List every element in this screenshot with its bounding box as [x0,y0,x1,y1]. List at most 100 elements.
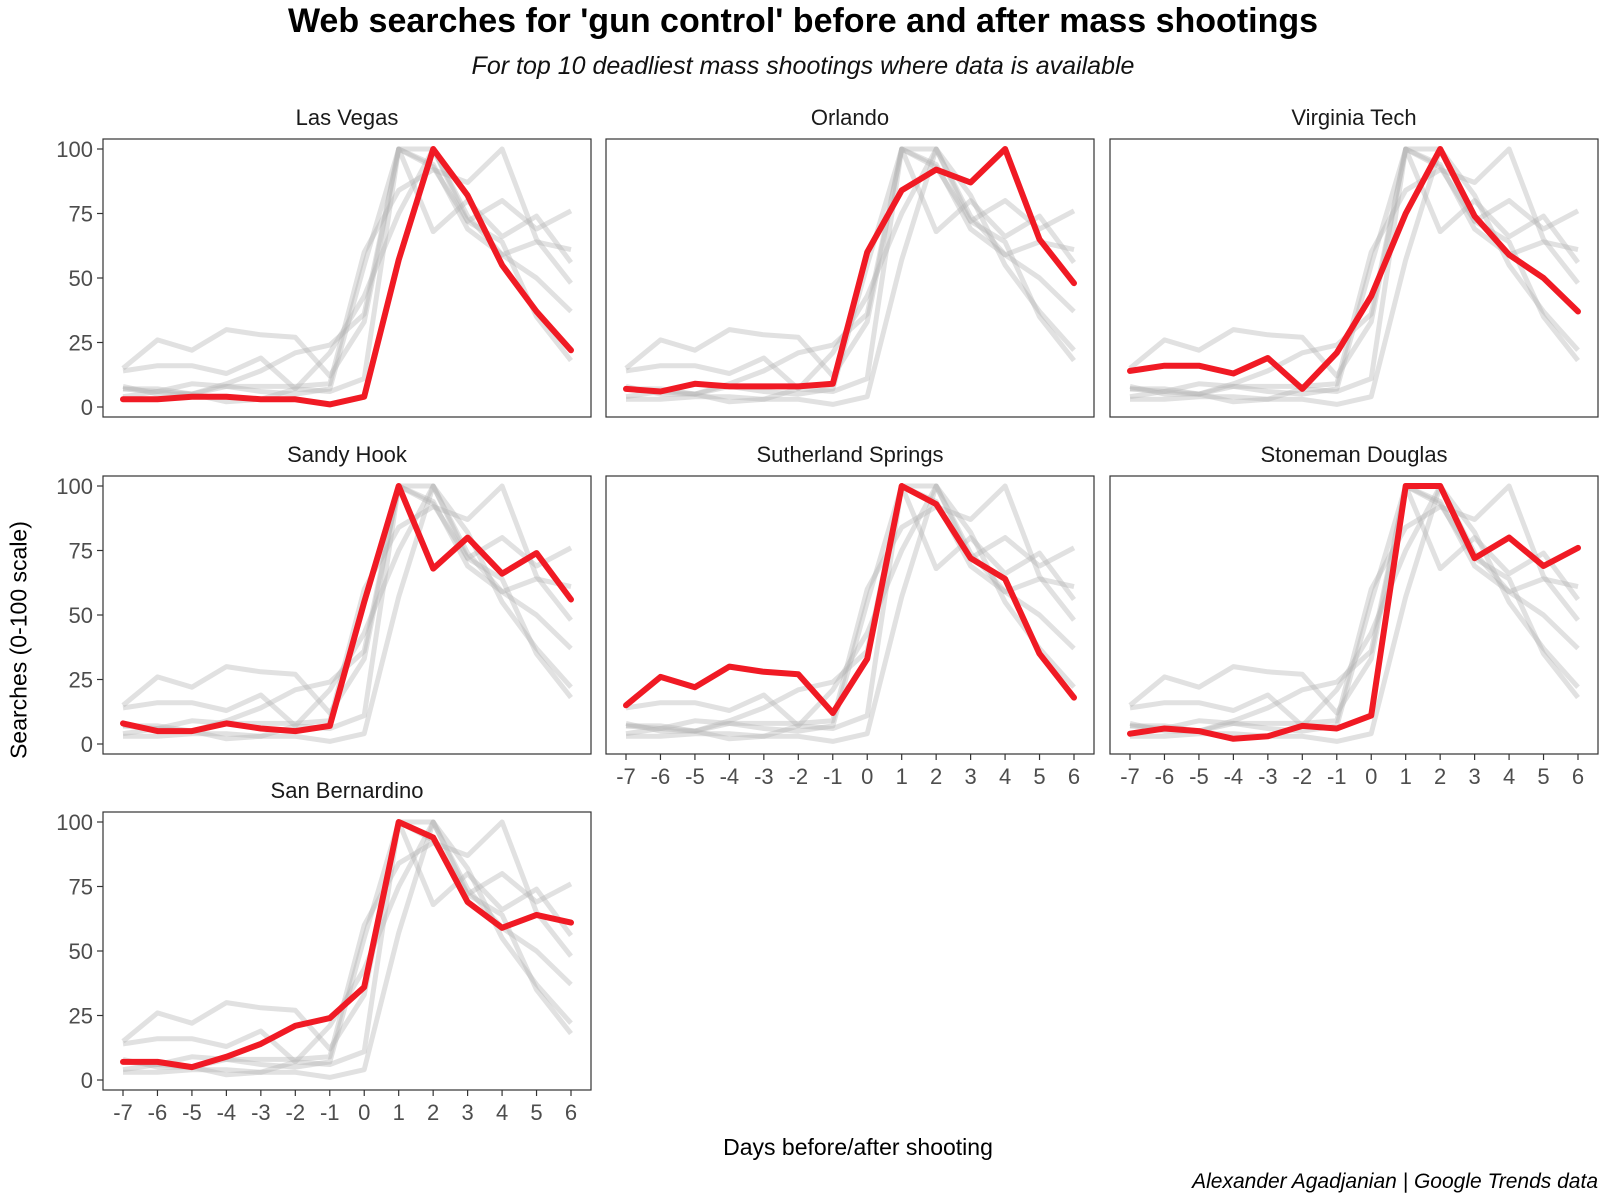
background-line-stoneman-douglas-in-orlando [625,146,1076,405]
chart-title: Web searches for 'gun control' before an… [287,2,1319,40]
x-tick-label-3-san-bernardino: 3 [461,1100,473,1125]
background-line-sutherland-springs-in-las-vegas [121,146,573,379]
background-line-las-vegas-in-sutherland-springs [626,483,1076,744]
series-line-sandy-hook [120,483,574,735]
background-line-orlando-in-sutherland-springs [625,483,1076,731]
facet-title-sutherland-springs: Sutherland Springs [756,442,943,467]
y-tick-label-0-san-bernardino: 0 [81,1068,93,1093]
x-tick-label-2-sutherland-springs: 2 [930,764,942,789]
x-tick-label--7-sutherland-springs: -7 [616,764,636,789]
background-line-san-bernardino-in-sutherland-springs [626,483,1075,734]
x-tick-label--2-sutherland-springs: -2 [789,764,809,789]
background-line-stoneman-douglas-in-sutherland-springs [625,483,1076,742]
x-tick-label--3-sutherland-springs: -3 [754,764,774,789]
background-line-virginia-tech-in-stoneman-douglas [1129,483,1580,729]
facet-title-san-bernardino: San Bernardino [271,778,424,803]
x-tick-label--7-stoneman-douglas: -7 [1120,764,1140,789]
chart-subtitle: For top 10 deadliest mass shootings wher… [471,52,1135,80]
x-tick-label-6-sutherland-springs: 6 [1068,764,1080,789]
y-tick-label-75-sandy-hook: 75 [69,539,93,564]
background-line-las-vegas-in-orlando [626,146,1076,407]
x-tick-label-6-stoneman-douglas: 6 [1572,764,1584,789]
y-tick-label-0-las-vegas: 0 [81,395,93,420]
x-tick-label--2-stoneman-douglas: -2 [1293,764,1313,789]
y-tick-label-50-sandy-hook: 50 [69,603,93,628]
series-line-stoneman-douglas [1127,483,1581,742]
y-tick-label-75-las-vegas: 75 [69,202,93,227]
x-tick-label-4-sutherland-springs: 4 [999,764,1011,789]
background-line-sutherland-springs-in-sandy-hook [121,483,573,716]
facet-title-stoneman-douglas: Stoneman Douglas [1260,442,1447,467]
x-tick-label--3-san-bernardino: -3 [251,1100,271,1125]
x-tick-label--1-stoneman-douglas: -1 [1327,764,1347,789]
facet-title-las-vegas: Las Vegas [296,105,399,130]
x-tick-label-2-stoneman-douglas: 2 [1434,764,1446,789]
panel-border-san-bernardino [102,811,592,1091]
background-line-stoneman-douglas-in-virginia-tech [1129,146,1580,405]
y-tick-label-25-las-vegas: 25 [69,331,93,356]
panel-border-sandy-hook [102,475,592,755]
background-line-sutherland-springs-in-orlando [624,146,1076,379]
x-tick-label-5-san-bernardino: 5 [530,1100,542,1125]
x-tick-label--6-san-bernardino: -6 [148,1100,168,1125]
background-line-sutherland-springs-in-stoneman-douglas [1128,483,1580,716]
x-tick-label--3-stoneman-douglas: -3 [1258,764,1278,789]
x-tick-label--6-sutherland-springs: -6 [651,764,671,789]
facet-title-orlando: Orlando [811,105,889,130]
facet-title-sandy-hook: Sandy Hook [287,442,408,467]
y-tick-label-25-san-bernardino: 25 [69,1004,93,1029]
x-tick-label--4-stoneman-douglas: -4 [1224,764,1244,789]
y-tick-label-100-las-vegas: 100 [56,137,93,162]
y-tick-label-25-sandy-hook: 25 [69,668,93,693]
panel-border-orlando [605,138,1095,418]
background-line-las-vegas-in-virginia-tech [1130,146,1580,407]
background-line-sandy-hook-in-las-vegas [122,146,574,397]
x-tick-label--5-stoneman-douglas: -5 [1189,764,1209,789]
panel-border-sutherland-springs [605,475,1095,755]
x-tick-label--5-san-bernardino: -5 [182,1100,202,1125]
x-tick-label-1-san-bernardino: 1 [393,1100,405,1125]
y-tick-label-100-san-bernardino: 100 [56,810,93,835]
x-tick-label-2-san-bernardino: 2 [427,1100,439,1125]
background-line-orlando-in-las-vegas [122,146,573,394]
x-tick-label--4-sutherland-springs: -4 [720,764,740,789]
background-line-sutherland-springs-in-san-bernardino [121,819,573,1052]
x-tick-label-0-stoneman-douglas: 0 [1365,764,1377,789]
series-line-orlando [623,146,1077,395]
background-line-orlando-in-san-bernardino [122,819,573,1067]
x-tick-label-5-sutherland-springs: 5 [1033,764,1045,789]
x-tick-label-3-sutherland-springs: 3 [964,764,976,789]
x-tick-label--2-san-bernardino: -2 [286,1100,306,1125]
y-tick-label-0-sandy-hook: 0 [81,732,93,757]
x-tick-label--1-sutherland-springs: -1 [823,764,843,789]
background-line-virginia-tech-in-sutherland-springs [625,483,1076,729]
x-tick-label-6-san-bernardino: 6 [565,1100,577,1125]
y-tick-label-50-san-bernardino: 50 [69,939,93,964]
background-line-sutherland-springs-in-virginia-tech [1128,146,1580,379]
x-tick-label-0-sutherland-springs: 0 [861,764,873,789]
x-tick-label--4-san-bernardino: -4 [217,1100,237,1125]
y-axis-label: Searches (0-100 scale) [5,521,32,759]
x-tick-label-0-san-bernardino: 0 [358,1100,370,1125]
x-tick-label-4-stoneman-douglas: 4 [1503,764,1515,789]
background-line-orlando-in-stoneman-douglas [1129,483,1580,731]
panel-border-virginia-tech [1109,138,1599,418]
y-tick-label-100-sandy-hook: 100 [56,474,93,499]
x-tick-label-1-stoneman-douglas: 1 [1400,764,1412,789]
series-line-san-bernardino [120,819,574,1071]
background-line-las-vegas-in-sandy-hook [123,483,573,744]
x-tick-label-4-san-bernardino: 4 [496,1100,508,1125]
x-axis-label: Days before/after shooting [723,1134,993,1160]
facet-title-virginia-tech: Virginia Tech [1291,105,1416,130]
x-tick-label--6-stoneman-douglas: -6 [1155,764,1175,789]
series-line-virginia-tech [1127,146,1581,392]
series-line-sutherland-springs [623,483,1077,716]
panel-border-stoneman-douglas [1109,475,1599,755]
source-caption: Alexander Agadjanian | Google Trends dat… [1192,1170,1598,1193]
y-tick-label-75-san-bernardino: 75 [69,875,93,900]
background-line-sandy-hook-in-sutherland-springs [625,483,1077,734]
x-tick-label--1-san-bernardino: -1 [320,1100,340,1125]
x-tick-label--5-sutherland-springs: -5 [685,764,705,789]
series-line-las-vegas [120,146,574,408]
